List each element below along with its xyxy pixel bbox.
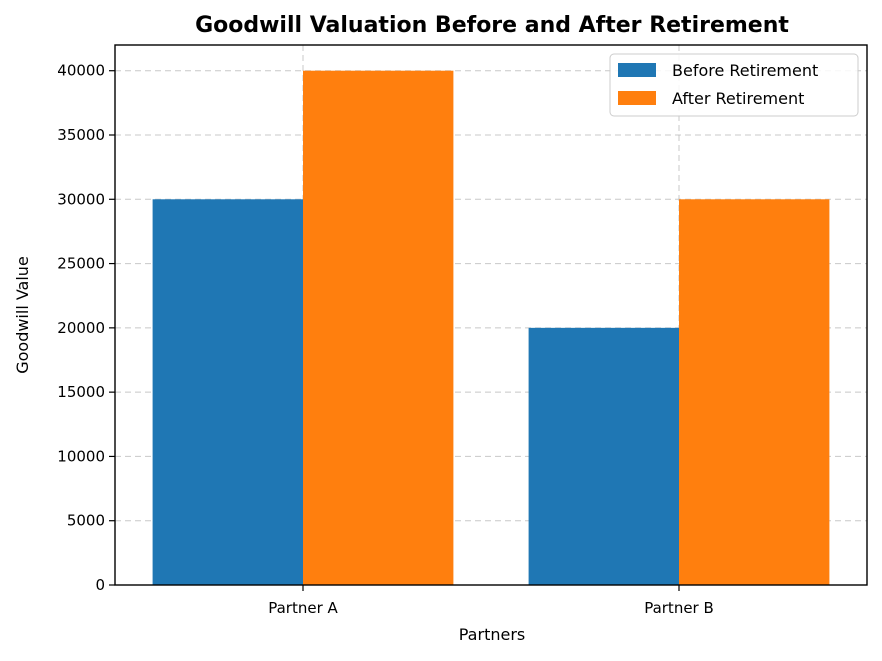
x-axis-label: Partners — [459, 625, 525, 644]
bars — [152, 70, 830, 586]
legend-label-after-retirement: After Retirement — [672, 89, 804, 108]
legend-box — [609, 53, 859, 117]
y-tick-label: 25000 — [57, 255, 105, 273]
x-tick-label: Partner A — [268, 599, 338, 617]
y-tick-label: 10000 — [57, 447, 105, 465]
y-tick-label: 5000 — [67, 512, 105, 530]
bar-after-retirement-partner-a — [303, 70, 454, 585]
y-tick-label: 35000 — [57, 126, 105, 144]
bar-after-retirement-partner-b — [679, 199, 830, 586]
axis-ticks: 0 5000 10000 15000 20000 25000 30000 35000 40000… — [57, 62, 714, 617]
y-tick-label: 40000 — [57, 62, 105, 80]
plot-frame — [114, 44, 868, 586]
legend-swatch-after-retirement — [618, 91, 656, 105]
y-axis-label: Goodwill Value — [13, 256, 32, 374]
legend-label-before-retirement: Before Retirement — [672, 61, 818, 80]
y-tick-label: 30000 — [57, 190, 105, 208]
bar-before-retirement-partner-b — [528, 327, 679, 585]
bar-before-retirement-partner-a — [152, 199, 303, 586]
legend-swatch-before-retirement — [618, 63, 656, 77]
legend: Before Retirement After Retirement — [609, 53, 859, 117]
y-tick-label: 0 — [95, 576, 105, 594]
y-tick-label: 20000 — [57, 319, 105, 337]
chart-title: Goodwill Valuation Before and After Reti… — [195, 13, 789, 38]
x-tick-label: Partner B — [644, 599, 714, 617]
y-tick-label: 15000 — [57, 383, 105, 401]
